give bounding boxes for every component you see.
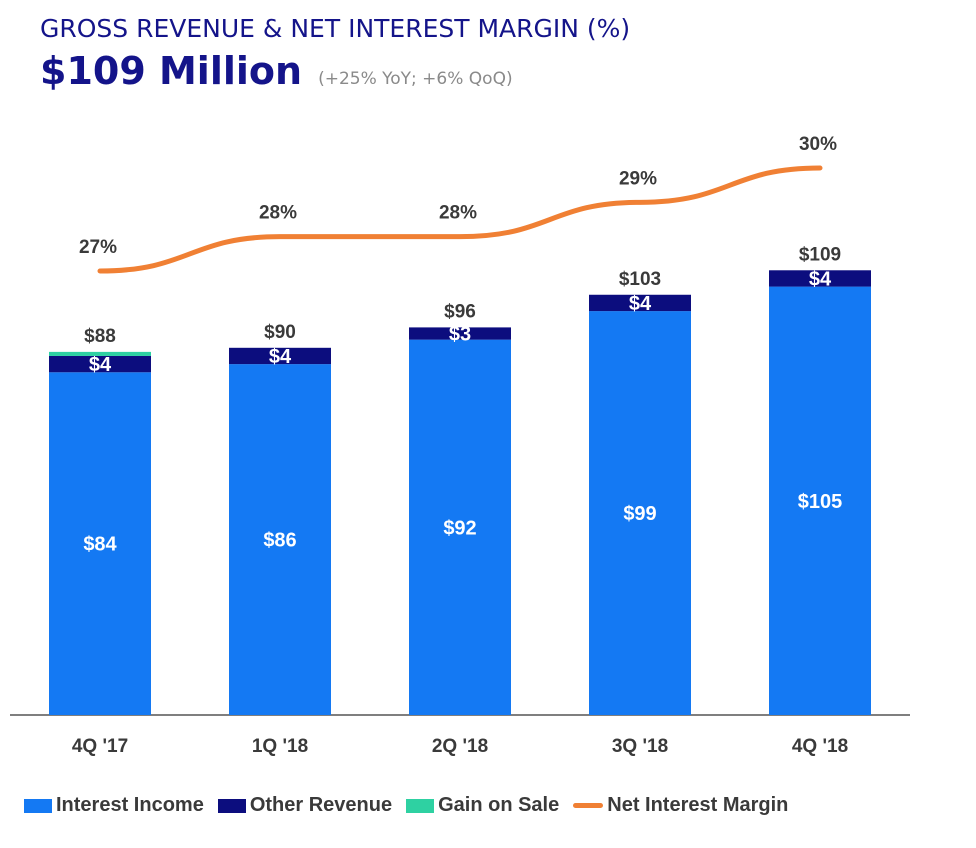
bar-total-label: $88 — [84, 326, 116, 347]
bar-other-revenue — [769, 270, 871, 287]
net-interest-margin-line — [97, 165, 823, 274]
margin-data-label: 28% — [259, 203, 297, 224]
legend-item-net-interest-margin: Net Interest Margin — [573, 794, 788, 817]
chart-title: GROSS REVENUE & NET INTEREST MARGIN (%) — [40, 14, 631, 43]
legend-label: Net Interest Margin — [607, 794, 789, 816]
bar-total-label: $96 — [444, 301, 476, 322]
bar-other-revenue — [589, 294, 691, 312]
x-tick-label: 3Q '18 — [612, 736, 668, 757]
bar-interest-income — [229, 364, 331, 715]
bar-data-label: $84 — [83, 534, 117, 556]
headline-growth-note: (+25% YoY; +6% QoQ) — [318, 69, 513, 89]
bar-data-label: $3 — [449, 324, 471, 346]
margin-data-label: 28% — [439, 203, 477, 224]
bar-other-revenue — [49, 355, 151, 373]
bar-data-label: $4 — [89, 354, 112, 376]
bar-data-label: $99 — [623, 503, 656, 525]
bar-interest-income — [589, 311, 691, 715]
bar-total-label: $90 — [264, 322, 296, 343]
chart-legend: Interest Income Other Revenue Gain on Sale… — [24, 794, 802, 817]
headline-row: $109 Million (+25% YoY; +6% QoQ) — [40, 49, 630, 93]
legend-item-gain-on-sale: Gain on Sale — [406, 794, 559, 817]
legend-swatch — [24, 798, 52, 813]
legend-swatch — [406, 798, 435, 813]
legend-label: Interest Income — [56, 794, 204, 816]
bar-gain-on-sale — [49, 351, 151, 356]
bar-data-label: $4 — [629, 293, 652, 315]
bar-interest-income — [769, 286, 871, 715]
x-tick-label: 1Q '18 — [252, 736, 308, 757]
x-tick-label: 4Q '18 — [792, 736, 848, 757]
chart-header: GROSS REVENUE & NET INTEREST MARGIN (%) … — [40, 14, 630, 93]
bar-data-label: $105 — [798, 491, 843, 513]
bar-other-revenue — [229, 347, 331, 365]
x-tick-label: 4Q '17 — [72, 736, 128, 757]
bar-data-label: $86 — [263, 530, 296, 552]
bar-data-label: $4 — [809, 268, 832, 290]
x-tick-label: 2Q '18 — [432, 736, 488, 757]
bar-other-revenue — [409, 327, 511, 340]
bar-interest-income — [409, 339, 511, 715]
legend-item-interest-income: Interest Income — [24, 794, 204, 817]
margin-data-label: 27% — [79, 237, 117, 258]
margin-data-label: 30% — [799, 134, 837, 155]
legend-item-other-revenue: Other Revenue — [217, 794, 393, 817]
legend-label: Other Revenue — [249, 794, 393, 816]
bar-data-label: $4 — [269, 346, 292, 368]
legend-swatch — [217, 798, 246, 813]
headline-value: $109 Million — [40, 49, 303, 93]
bar-total-label: $109 — [799, 244, 841, 265]
margin-data-label: 29% — [619, 168, 657, 189]
bar-total-label: $103 — [619, 269, 661, 290]
legend-label: Gain on Sale — [438, 794, 560, 816]
legend-swatch — [573, 803, 604, 808]
bar-data-label: $92 — [443, 517, 476, 539]
bar-interest-income — [49, 372, 151, 715]
